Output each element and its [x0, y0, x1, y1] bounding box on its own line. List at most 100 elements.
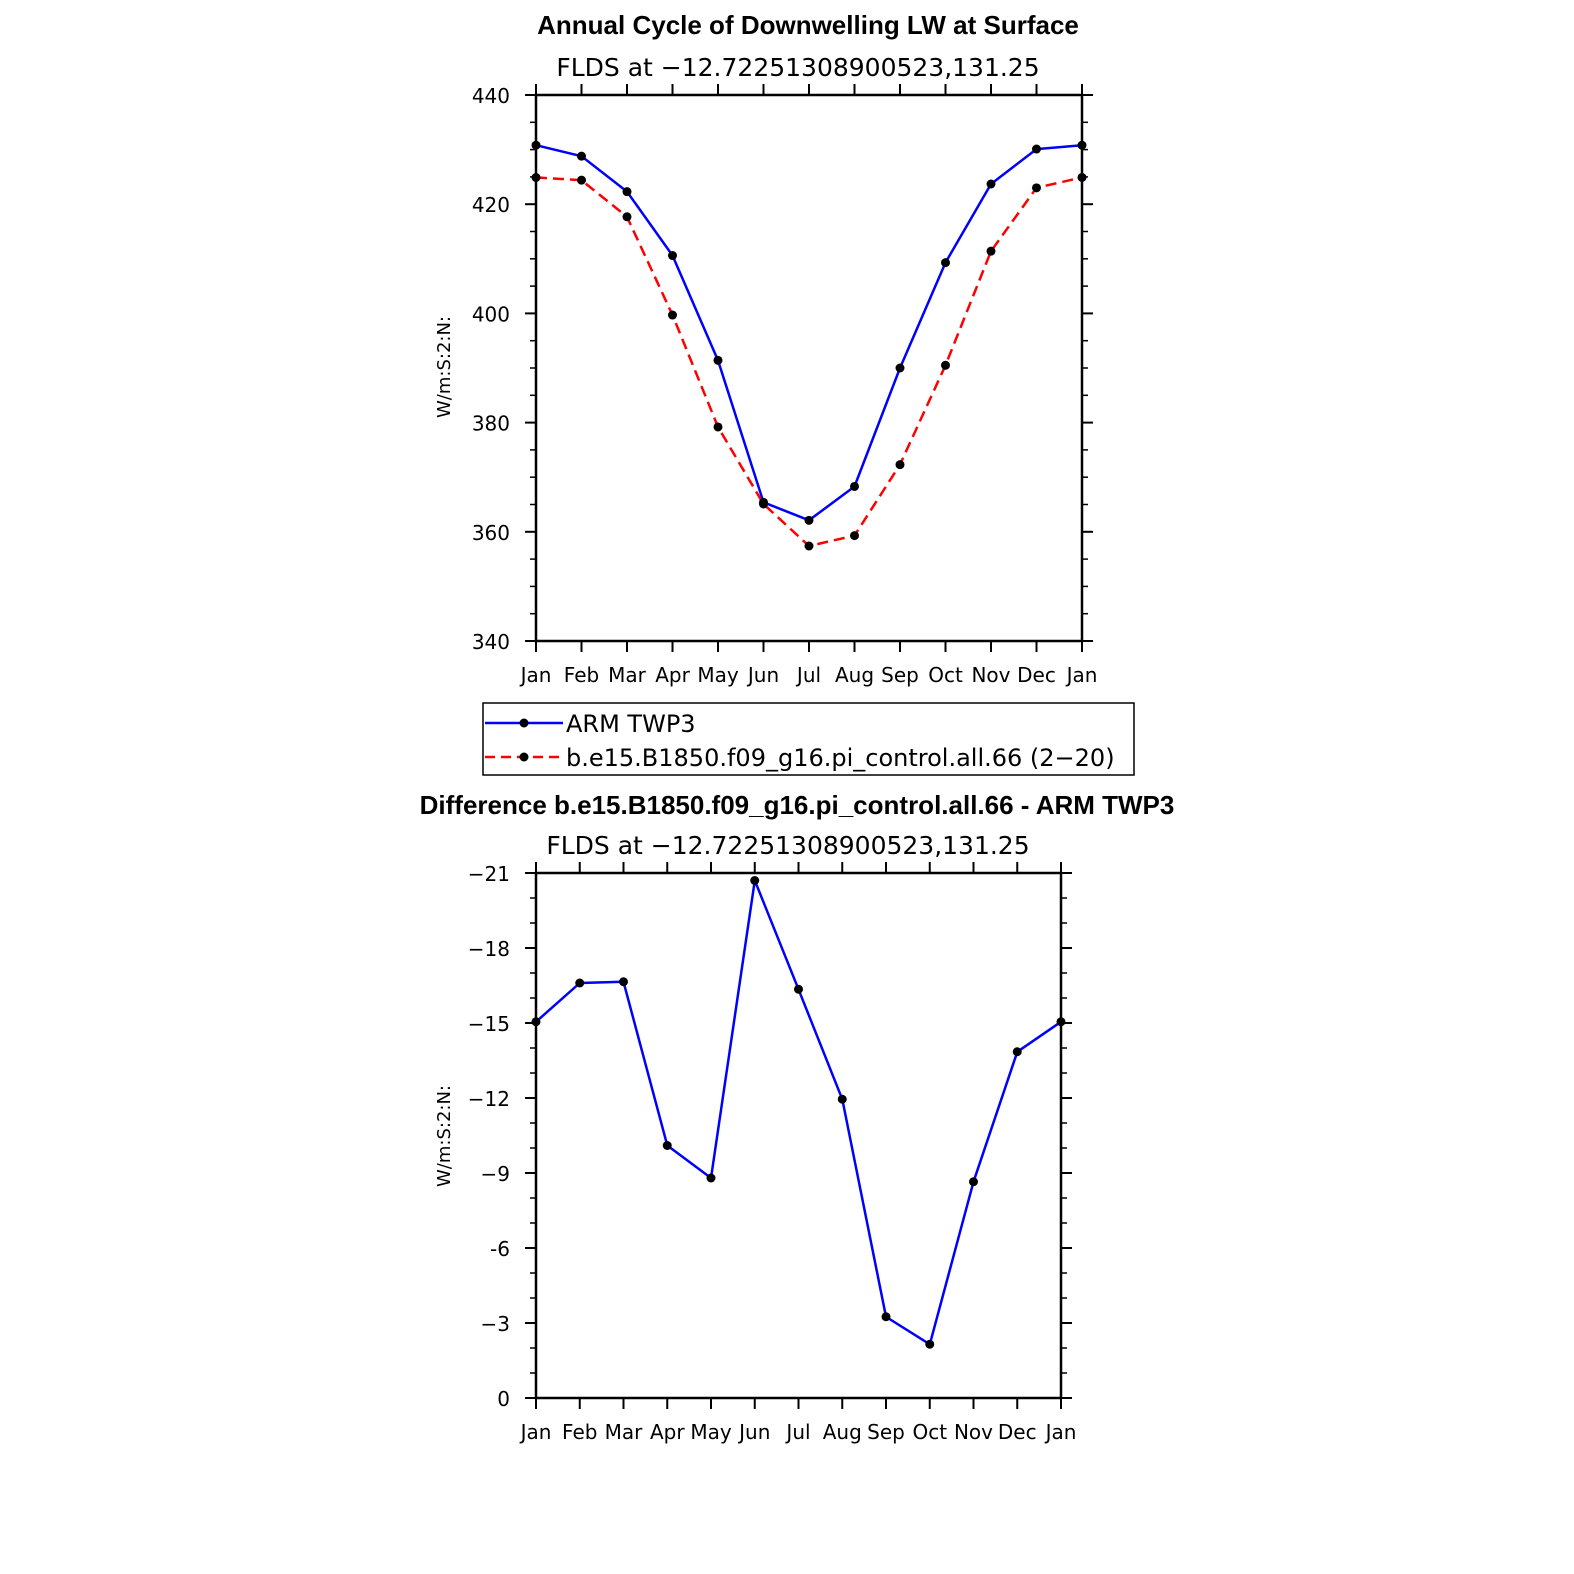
- x-tick-label: Jul: [795, 663, 821, 687]
- y-tick-label: 440: [472, 84, 510, 108]
- data-point: [1032, 183, 1041, 193]
- data-point: [1077, 172, 1087, 182]
- series-line-0: [535, 143, 1083, 522]
- data-point: [706, 1173, 716, 1183]
- x-tick-label: Mar: [608, 663, 647, 687]
- difference-chart: Difference b.e15.B1850.f09_g16.pi_contro…: [420, 790, 1175, 1444]
- x-tick-label: Apr: [650, 1420, 685, 1444]
- y-tick-label: 400: [472, 302, 510, 326]
- x-tick-label: Feb: [564, 663, 599, 687]
- data-point: [577, 175, 586, 185]
- x-tick-label: Jan: [1044, 1420, 1077, 1444]
- data-point: [577, 151, 586, 161]
- y-axis-label: W/m:S:2:N:: [434, 316, 455, 418]
- y-tick-label: −9: [481, 1162, 510, 1186]
- y-tick-label: −15: [468, 1012, 510, 1036]
- x-tick-labels: Jan Feb Mar Apr May Jun Jul Aug Sep Oct Nov Dec Jan: [519, 1420, 1077, 1444]
- data-point: [895, 460, 905, 470]
- data-point: [662, 1141, 672, 1150]
- data-point: [713, 422, 723, 432]
- x-tick-label: Mar: [605, 1420, 644, 1444]
- series-line-1: [535, 176, 1083, 548]
- data-point: [881, 1312, 891, 1322]
- data-point: [941, 360, 950, 370]
- x-tick-label: Jan: [1065, 663, 1098, 687]
- data-point: [1012, 1047, 1022, 1057]
- data-point: [925, 1339, 935, 1349]
- series-markers: [531, 140, 1087, 551]
- x-tick-label: Aug: [835, 663, 874, 687]
- data-point: [1077, 140, 1087, 150]
- y-tick-label: −21: [468, 862, 510, 886]
- chart-title: Annual Cycle of Downwelling LW at Surfac…: [537, 10, 1079, 40]
- plot-frame: [534, 871, 1063, 1400]
- data-point: [531, 172, 541, 182]
- data-point: [850, 531, 859, 541]
- legend-marker-model: [519, 752, 529, 762]
- chart-subtitle: FLDS at −12.72251308900523,131.25: [556, 53, 1039, 82]
- data-point: [575, 978, 585, 988]
- y-tick-label: 0: [497, 1387, 510, 1411]
- x-tick-label: Oct: [928, 663, 963, 687]
- y-tick-label: -6: [490, 1237, 510, 1261]
- legend: ARM TWP3 b.e15.B1850.f09_g16.pi_control.…: [482, 702, 1135, 776]
- data-point: [622, 187, 632, 197]
- data-point: [750, 876, 760, 885]
- axis-ticks: [525, 84, 1093, 652]
- x-tick-label: Oct: [912, 1420, 947, 1444]
- data-point: [622, 212, 632, 222]
- data-point: [668, 310, 677, 320]
- data-point: [794, 984, 803, 994]
- x-tick-label: Nov: [971, 663, 1010, 687]
- data-point: [619, 977, 628, 987]
- data-point: [1032, 144, 1041, 154]
- x-tick-label: May: [690, 1420, 732, 1444]
- y-tick-labels: 0 −3 -6 −9 −12 −15 −18 −21: [468, 862, 510, 1411]
- x-tick-label: Jun: [737, 1420, 770, 1444]
- y-tick-labels: 340 360 380 400 420 440: [472, 84, 510, 654]
- x-tick-label: Jan: [519, 663, 552, 687]
- y-tick-label: −12: [468, 1087, 510, 1111]
- y-axis-label: W/m:S:2:N:: [434, 1085, 455, 1187]
- annual-cycle-chart: Annual Cycle of Downwelling LW at Surfac…: [434, 10, 1097, 687]
- data-point: [895, 363, 905, 373]
- data-point: [804, 515, 814, 525]
- series-lines: [535, 879, 1062, 1346]
- y-tick-label: −18: [468, 937, 510, 961]
- data-point: [969, 1177, 978, 1187]
- data-point: [850, 481, 859, 491]
- y-tick-label: 420: [472, 193, 510, 217]
- x-tick-label: Nov: [954, 1420, 993, 1444]
- data-point: [531, 1017, 541, 1027]
- x-tick-label: Jan: [519, 1420, 552, 1444]
- series-markers: [531, 876, 1066, 1349]
- y-tick-label: 380: [472, 412, 510, 436]
- x-tick-label: Aug: [823, 1420, 862, 1444]
- x-tick-labels: Jan Feb Mar Apr May Jun Jul Aug Sep Oct Nov Dec Jan: [519, 663, 1098, 687]
- chart-subtitle: FLDS at −12.72251308900523,131.25: [546, 831, 1029, 860]
- data-point: [668, 251, 677, 261]
- data-point: [804, 541, 814, 551]
- x-tick-label: Sep: [881, 663, 919, 687]
- series-lines: [535, 143, 1083, 548]
- data-point: [1056, 1017, 1066, 1027]
- x-tick-label: Jul: [784, 1420, 810, 1444]
- x-tick-label: Dec: [998, 1420, 1037, 1444]
- x-tick-label: Apr: [655, 663, 690, 687]
- legend-box: [482, 702, 1135, 776]
- x-tick-label: Dec: [1017, 663, 1056, 687]
- data-point: [986, 246, 996, 256]
- data-point: [986, 179, 996, 189]
- chart-title: Difference b.e15.B1850.f09_g16.pi_contro…: [420, 790, 1175, 820]
- legend-label-model: b.e15.B1850.f09_g16.pi_control.all.66 (2…: [566, 744, 1115, 772]
- legend-label-arm-twp3: ARM TWP3: [566, 710, 696, 738]
- data-point: [531, 140, 541, 150]
- data-point: [713, 355, 723, 365]
- data-point: [759, 499, 768, 509]
- series-line-0: [535, 879, 1062, 1346]
- x-tick-label: Sep: [867, 1420, 905, 1444]
- x-tick-label: Feb: [562, 1420, 597, 1444]
- axis-ticks: [525, 862, 1072, 1409]
- data-point: [837, 1094, 847, 1104]
